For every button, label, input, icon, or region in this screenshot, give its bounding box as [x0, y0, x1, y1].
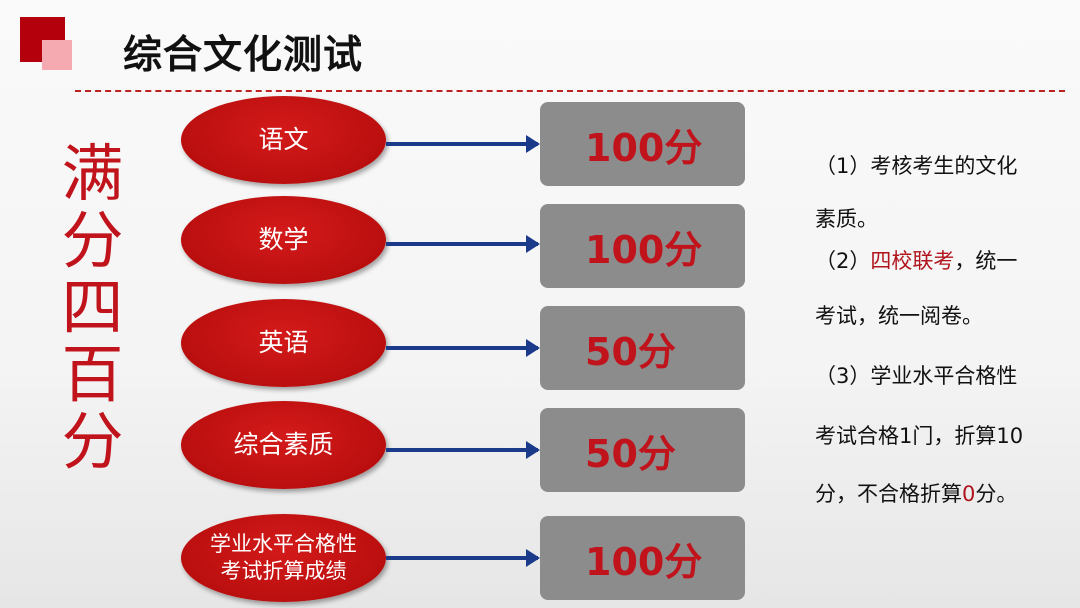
note-text: 分。 [975, 482, 1018, 506]
score-box: 50分 [540, 306, 745, 390]
note-text: ，统一 [954, 249, 1018, 273]
arrow-icon [386, 441, 540, 459]
subject-comprehensive: 综合素质 [181, 401, 386, 489]
page-title: 综合文化测试 [123, 33, 364, 78]
subject-proficiency-line1: 学业水平合格性 [210, 532, 357, 556]
score-box: 100分 [540, 102, 745, 186]
subject-english: 英语 [181, 299, 386, 387]
note-line: （2）四校联考，统一 [815, 245, 1017, 275]
note-text: 分，不合格折算 [815, 482, 962, 506]
arrow-icon [386, 339, 540, 357]
subject-chinese: 语文 [181, 96, 386, 184]
divider [75, 90, 1065, 92]
score-box: 100分 [540, 516, 745, 600]
score-box: 100分 [540, 204, 745, 288]
arrow-icon [386, 135, 540, 153]
note-line: 分，不合格折算0分。 [815, 478, 1017, 508]
score-box: 50分 [540, 408, 745, 492]
vertical-total-label: 满分四百分 [61, 137, 124, 478]
note-line: 考试合格1门，折算10 [815, 424, 1024, 448]
subject-math: 数学 [181, 196, 386, 284]
note-line: （1）考核考生的文化 [815, 154, 1018, 178]
note-highlight: 四校联考 [870, 249, 955, 273]
subject-proficiency-line2: 考试折算成绩 [220, 559, 347, 583]
note-text: （2） [815, 249, 871, 273]
note-line: 考试，统一阅卷。 [815, 304, 983, 328]
logo-square-light [42, 40, 72, 70]
note-highlight: 0 [962, 482, 976, 506]
note-line: 素质。 [815, 207, 878, 231]
arrow-icon [386, 549, 540, 567]
note-line: （3）学业水平合格性 [815, 364, 1018, 388]
arrow-icon [386, 235, 540, 253]
subject-proficiency: 学业水平合格性 考试折算成绩 [181, 514, 386, 602]
